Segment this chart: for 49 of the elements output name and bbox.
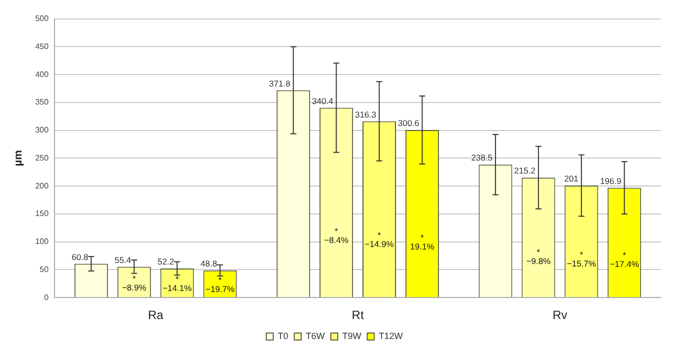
annotation: −15.7% (566, 258, 596, 268)
annotation: −9.8% (526, 256, 552, 266)
x-tick-label: Rv (552, 308, 568, 322)
data-label: 316.3 (354, 109, 377, 120)
y-tick-label: 200 (35, 181, 50, 190)
legend-label: T6W (306, 330, 326, 341)
data-label: 215.2 (514, 166, 536, 176)
data-label: 196.9 (600, 176, 622, 186)
y-tick-label: 300 (35, 126, 50, 135)
legend-label: T0 (278, 330, 288, 341)
data-label: 371.8 (269, 78, 291, 88)
annotation: * (175, 274, 180, 284)
x-tick-label: Ra (148, 308, 164, 322)
data-label: 238.5 (471, 152, 493, 163)
annotation: −14.1% (162, 283, 192, 294)
data-label: 201 (564, 174, 579, 184)
data-label: 60.8 (72, 252, 88, 262)
y-tick-label: 50 (40, 264, 50, 274)
y-tick-label: 150 (35, 209, 50, 218)
data-label: 55.4 (114, 254, 132, 265)
annotation: * (420, 232, 425, 243)
annotation: * (218, 274, 222, 285)
annotation: * (622, 250, 627, 260)
data-label: 340.4 (312, 96, 334, 106)
y-tick-label: 350 (35, 98, 50, 107)
y-axis-title: µm (12, 150, 25, 166)
y-tick-label: 250 (35, 153, 50, 162)
annotation: * (334, 226, 339, 236)
annotation: * (580, 249, 584, 260)
y-tick-label: 500 (35, 14, 50, 24)
y-tick-label: 0 (44, 292, 50, 302)
annotation: * (536, 246, 541, 257)
annotation: −8.9% (122, 282, 147, 293)
annotation: −14.9% (364, 239, 394, 250)
annotation: 19.1% (410, 242, 435, 252)
data-label: 48.8 (200, 258, 218, 268)
annotation: −17.4% (610, 259, 640, 270)
x-tick-label: Rt (352, 308, 364, 322)
annotation: −19.7% (206, 284, 236, 294)
y-tick-label: 100 (35, 237, 50, 246)
annotation: −8.4% (324, 235, 349, 245)
legend-label: T9W (342, 330, 362, 341)
y-tick-label: 450 (35, 42, 50, 51)
y-tick-label: 400 (35, 70, 50, 79)
data-label: 52.2 (158, 256, 174, 267)
annotation: * (378, 230, 382, 240)
legend-label: T12W (378, 330, 404, 341)
data-label: 300.6 (398, 118, 420, 128)
annotation: * (132, 274, 136, 284)
